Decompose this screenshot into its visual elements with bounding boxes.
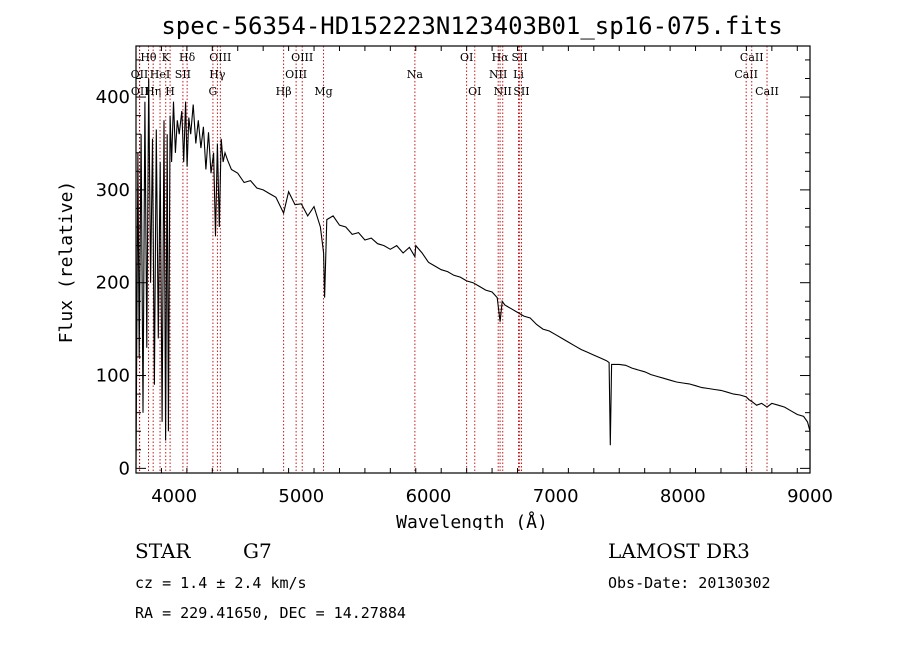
line-label-17: OI (460, 51, 473, 64)
plot-axes: 4000 5000 6000 7000 8000 9000 0 100 200 300 400 (96, 45, 833, 507)
line-label-16: Na (407, 68, 424, 81)
y-tick-label: 0 (119, 458, 130, 479)
redshift-value: cz = 1.4 ± 2.4 km/s (135, 574, 307, 592)
line-label-4: HeI (150, 68, 170, 81)
x-tick-label: 4000 (151, 486, 197, 507)
line-label-12: Hβ (276, 85, 292, 98)
line-label-13: OIII (285, 68, 307, 81)
x-tick-label: 5000 (278, 486, 324, 507)
line-label-25: CaII (734, 68, 758, 81)
object-class: STAR (135, 539, 191, 563)
x-tick-label: 7000 (533, 486, 579, 507)
line-label-6: H (165, 85, 175, 98)
line-label-5: K (162, 51, 171, 64)
x-tick-label: 6000 (406, 486, 452, 507)
x-tick-label: 8000 (660, 486, 706, 507)
x-tick-label: 9000 (787, 486, 833, 507)
line-label-23: Li (513, 68, 524, 81)
y-tick-label: 300 (96, 180, 130, 201)
line-label-15: Mg (314, 85, 332, 98)
x-axis-label: Wavelength (Å) (396, 511, 548, 530)
line-label-20: NII (489, 68, 507, 81)
y-axis-label: Flux (relative) (56, 181, 77, 344)
y-tick-label: 100 (96, 366, 130, 387)
line-label-18: OI (468, 85, 481, 98)
plot-frame (135, 45, 811, 474)
spectrum-chart: spec-56354-HD152223N123403B01_sp16-075.f… (56, 12, 833, 530)
coordinates: RA = 229.41650, DEC = 14.27884 (135, 604, 406, 622)
line-label-21: NII (494, 85, 512, 98)
line-label-0: Hθ (140, 51, 157, 64)
line-label-27: CaII (755, 85, 779, 98)
observation-date: Obs-Date: 20130302 (608, 574, 771, 592)
line-label-9: OIII (209, 51, 231, 64)
line-label-26: CaII (740, 51, 764, 64)
line-label-7: SII (175, 68, 191, 81)
line-label-22: SII (512, 51, 528, 64)
line-label-3: OII (131, 85, 149, 98)
y-tick-label: 400 (96, 87, 130, 108)
survey-name: LAMOST DR3 (608, 539, 750, 563)
object-subclass: G7 (243, 539, 272, 563)
line-label-10: Hγ (209, 68, 226, 81)
line-label-8: Hδ (179, 51, 196, 64)
line-label-14: OIII (291, 51, 313, 64)
y-tick-label: 200 (96, 273, 130, 294)
line-label-24: SII (513, 85, 529, 98)
line-label-19: Hα (492, 51, 510, 64)
spectrum-series-line (135, 78, 811, 469)
line-label-11: G (209, 85, 218, 98)
chart-title: spec-56354-HD152223N123403B01_sp16-075.f… (161, 12, 782, 40)
